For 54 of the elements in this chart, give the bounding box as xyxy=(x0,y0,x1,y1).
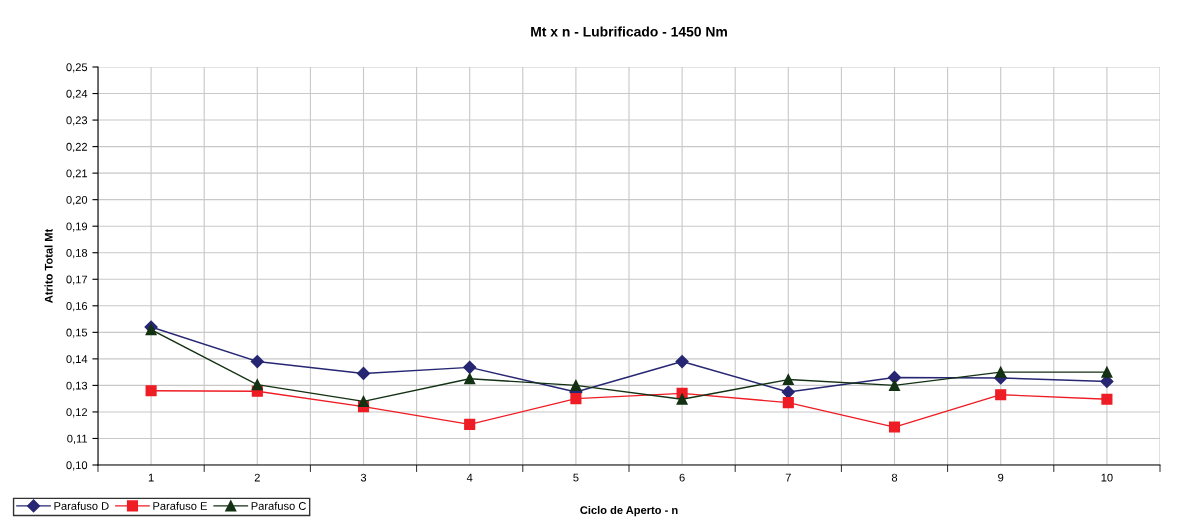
legend-label: Parafuso C xyxy=(251,501,306,510)
y-tick-label: 0,25 xyxy=(66,63,88,73)
y-axis-title: Atrito Total Mt xyxy=(44,228,53,303)
y-tick-label: 0,23 xyxy=(66,116,88,126)
legend-label: Parafuso D xyxy=(54,501,109,510)
y-tick-label: 0,21 xyxy=(66,169,88,179)
x-tick-label: 3 xyxy=(360,473,367,482)
point xyxy=(464,373,476,385)
y-tick-label: 0,14 xyxy=(66,355,88,365)
x-tick-label: 2 xyxy=(254,473,260,482)
point xyxy=(357,395,370,407)
y-tick-label: 0,15 xyxy=(66,328,88,338)
point xyxy=(570,393,582,405)
point xyxy=(995,366,1007,378)
y-tick-label: 0,22 xyxy=(66,142,88,153)
point xyxy=(675,354,689,369)
y-tick-label: 0,12 xyxy=(66,408,88,418)
point xyxy=(251,379,263,391)
y-tick-label: 0,13 xyxy=(66,381,88,391)
y-tick-label: 0,20 xyxy=(66,195,88,206)
x-tick-label: 6 xyxy=(679,473,685,482)
point xyxy=(356,366,371,381)
point xyxy=(888,379,901,391)
y-tick-label: 0,19 xyxy=(66,222,88,232)
y-tick-label: 0,10 xyxy=(66,461,88,471)
y-tick-label: 0,24 xyxy=(66,89,88,99)
y-tick-label: 0,17 xyxy=(66,275,88,285)
chart-title: Mt x n - Lubrificado - 1450 Nm xyxy=(531,26,727,37)
y-tick-label: 0,16 xyxy=(66,302,88,312)
x-tick-label: 4 xyxy=(466,473,473,482)
y-tick-label: 0,11 xyxy=(67,434,88,444)
y-tick-label: 0,18 xyxy=(66,249,88,259)
point xyxy=(676,393,688,405)
x-tick-label: 8 xyxy=(891,473,898,482)
x-tick-label: 1 xyxy=(148,473,154,482)
point xyxy=(888,421,901,433)
point xyxy=(570,379,582,391)
legend-label: Parafuso E xyxy=(153,501,207,510)
point xyxy=(995,389,1007,401)
point xyxy=(464,418,476,430)
x-tick-label: 10 xyxy=(1101,473,1113,482)
x-tick-label: 7 xyxy=(785,473,791,482)
point xyxy=(782,374,794,386)
point xyxy=(781,385,795,399)
point xyxy=(145,324,157,336)
x-tick-label: 9 xyxy=(998,473,1004,482)
point xyxy=(1101,366,1113,378)
point xyxy=(782,397,794,409)
point xyxy=(250,354,264,369)
point xyxy=(463,360,477,374)
point xyxy=(1101,393,1113,405)
x-axis-title: Ciclo de Aperto - n xyxy=(580,505,678,517)
x-tick-label: 5 xyxy=(573,473,579,482)
point xyxy=(145,385,157,397)
